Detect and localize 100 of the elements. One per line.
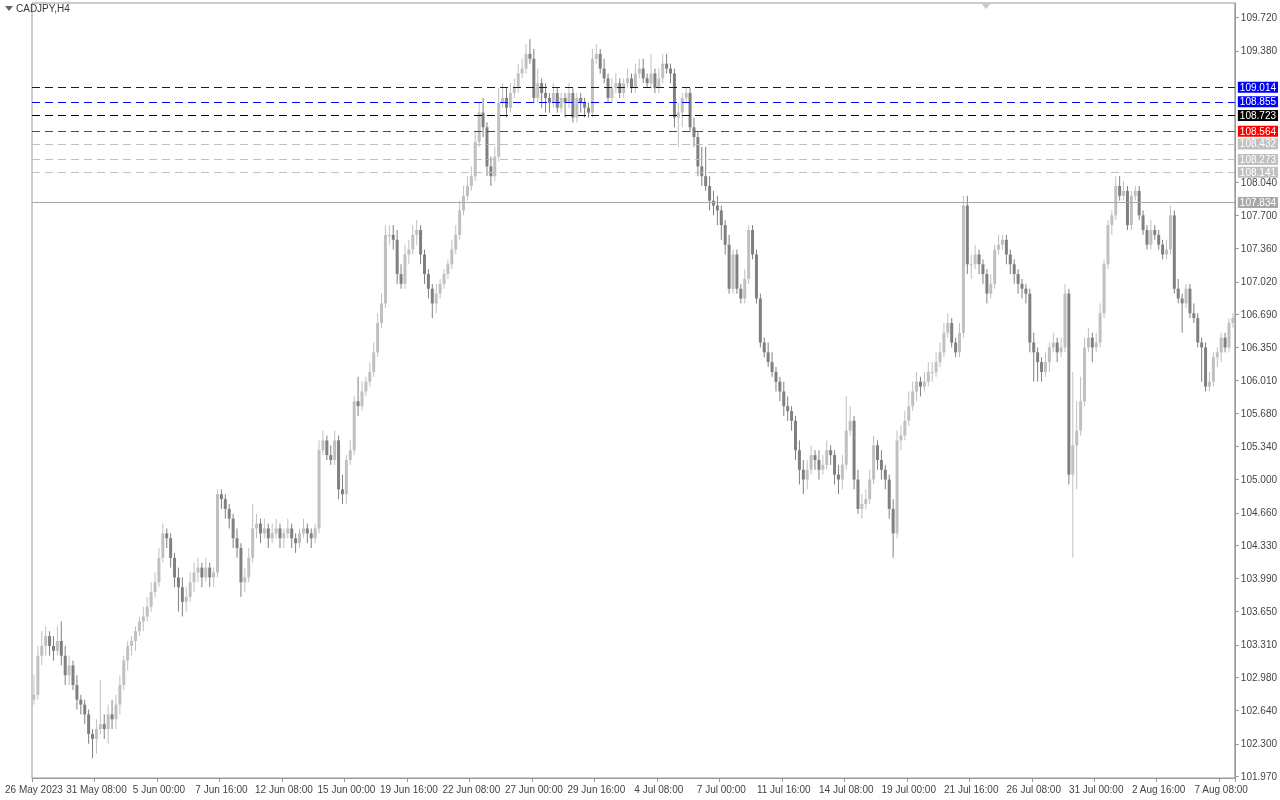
candlestick xyxy=(356,376,360,417)
x-tick-label: 31 May 08:00 xyxy=(66,783,128,795)
candlestick xyxy=(1090,332,1094,363)
x-tick-label: 7 Jun 16:00 xyxy=(195,783,248,795)
y-tick-label: 106.010 xyxy=(1240,375,1278,387)
y-tick-label: 109.380 xyxy=(1240,45,1278,57)
candlestick xyxy=(204,557,208,583)
candlestick xyxy=(219,488,223,510)
candlestick xyxy=(883,464,887,490)
candlestick xyxy=(1055,337,1059,363)
candlestick xyxy=(348,439,352,466)
candlestick xyxy=(83,699,87,725)
candlestick xyxy=(184,586,188,613)
candlestick xyxy=(1161,239,1165,260)
candlestick xyxy=(645,72,649,89)
candlestick xyxy=(169,532,173,569)
candlestick xyxy=(173,552,177,588)
candlestick xyxy=(876,439,880,471)
candlestick xyxy=(1149,219,1153,251)
candlestick xyxy=(63,645,67,686)
y-tick-label: 101.970 xyxy=(1240,770,1278,782)
candlestick xyxy=(44,625,48,657)
candlestick xyxy=(1223,332,1227,353)
x-tick-label: 5 Jun 00:00 xyxy=(132,783,186,795)
candlestick xyxy=(524,43,528,74)
candlestick xyxy=(110,699,114,730)
candlestick xyxy=(817,449,821,481)
candlestick xyxy=(59,620,63,666)
candlestick xyxy=(704,146,708,192)
y-tick-label: 105.340 xyxy=(1240,440,1278,452)
y-tick-label: 104.660 xyxy=(1240,507,1278,519)
candlestick xyxy=(610,77,614,104)
x-tick-label: 7 Aug 08:00 xyxy=(1194,783,1249,795)
candlestick xyxy=(922,371,926,392)
y-tick-label: 103.650 xyxy=(1240,606,1278,618)
candlestick xyxy=(48,630,52,657)
candlestick xyxy=(247,547,251,583)
ref-line-label: 109.014 xyxy=(1239,81,1277,93)
candlestick xyxy=(415,219,419,246)
candlestick xyxy=(180,576,184,618)
candlestick xyxy=(821,454,825,476)
x-tick-label: 2 Aug 16:00 xyxy=(1132,783,1186,795)
x-tick-label: 12 Jun 08:00 xyxy=(254,783,314,795)
x-tick-label: 26 Jul 08:00 xyxy=(1006,783,1062,795)
candlestick xyxy=(516,63,520,94)
candlestick xyxy=(809,444,813,476)
candlestick xyxy=(106,704,110,745)
candlestick xyxy=(223,493,227,520)
y-tick-label: 102.640 xyxy=(1240,704,1278,716)
candlestick xyxy=(618,77,622,99)
y-tick-label: 103.310 xyxy=(1240,639,1278,651)
candlestick xyxy=(575,92,579,123)
y-tick-label: 102.980 xyxy=(1240,671,1278,683)
candlestick xyxy=(1215,346,1219,368)
candlestick xyxy=(309,527,313,549)
y-tick-label: 109.720 xyxy=(1240,12,1278,24)
candlestick xyxy=(879,449,883,481)
candlestick xyxy=(290,523,294,549)
candlestick xyxy=(1086,327,1090,353)
y-tick-label: 108.040 xyxy=(1240,176,1278,188)
candlestick xyxy=(829,444,833,466)
candlestick xyxy=(1043,351,1047,378)
x-tick-label: 21 Jul 16:00 xyxy=(943,783,999,795)
candlestick xyxy=(1118,175,1122,202)
candlestick xyxy=(540,77,544,109)
candlestick xyxy=(200,562,204,588)
candlestick xyxy=(958,322,962,358)
candlestick xyxy=(833,449,837,485)
candlestick xyxy=(176,567,180,613)
candlestick xyxy=(680,92,684,128)
ref-line-label: 108.432 xyxy=(1239,138,1277,150)
candlestick xyxy=(1184,283,1188,309)
candlestick xyxy=(743,268,747,304)
candlestick xyxy=(551,82,555,109)
candlestick xyxy=(102,713,106,740)
candlestick xyxy=(840,454,844,490)
candlestick xyxy=(1075,400,1079,490)
candlestick xyxy=(790,405,794,432)
candlestick xyxy=(282,527,286,549)
y-tick-label: 105.000 xyxy=(1240,474,1278,486)
candlestick xyxy=(91,728,95,759)
candlestick xyxy=(559,92,563,114)
candlestick xyxy=(836,464,840,495)
y-tick-label: 107.020 xyxy=(1240,276,1278,288)
candlestick xyxy=(782,381,786,417)
candlestick xyxy=(606,72,610,104)
candlestick xyxy=(633,63,637,94)
candlestick xyxy=(298,527,302,549)
candlestick xyxy=(544,82,548,114)
x-tick-label: 19 Jun 16:00 xyxy=(379,783,439,795)
ref-line-label: 108.723 xyxy=(1239,110,1277,122)
candlestick xyxy=(918,376,922,397)
candlestick xyxy=(641,58,645,84)
candlestick xyxy=(657,68,661,94)
candlestick xyxy=(391,224,395,251)
candlestick xyxy=(567,82,571,109)
candlestick xyxy=(708,175,712,211)
ref-line-label: 108.564 xyxy=(1239,125,1277,137)
candlestick xyxy=(1020,278,1024,300)
candlestick xyxy=(1047,342,1051,373)
